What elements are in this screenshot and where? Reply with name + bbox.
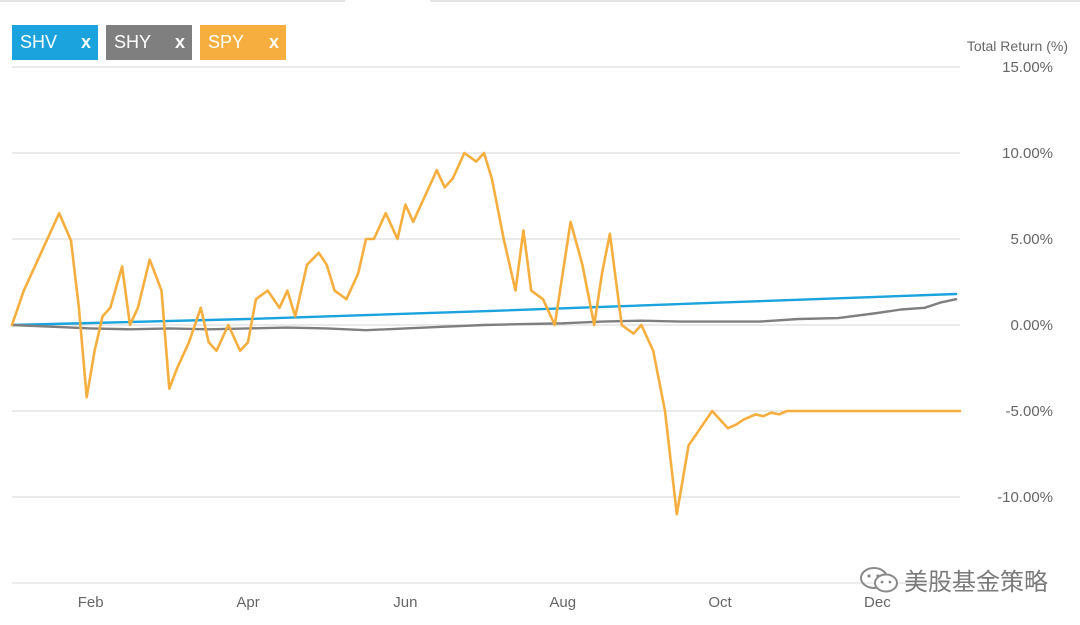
legend-chip-spy[interactable]: SPY x [200, 25, 286, 60]
x-tick-labels: Feb Apr Jun Aug Oct Dec [78, 594, 891, 611]
y-tick-label: -5.00% [1005, 403, 1053, 420]
y-tick-label: -10.00% [997, 489, 1053, 506]
remove-series-icon[interactable]: x [80, 32, 91, 52]
x-tick-label: Oct [708, 594, 732, 611]
watermark-text: 美股基金策略 [904, 568, 1048, 596]
series-legend: SHV x SHY x SPY x [12, 25, 286, 60]
x-tick-label: Apr [236, 594, 259, 611]
legend-chip-label: SHV [20, 32, 58, 52]
y-tick-label: 5.00% [1010, 231, 1053, 248]
wechat-icon [860, 566, 898, 592]
y-tick-labels: 15.00% 10.00% 5.00% 0.00% -5.00% -10.00% [997, 59, 1053, 506]
y-tick-label: 15.00% [1002, 59, 1053, 76]
gridlines [12, 66, 960, 498]
y-axis-title: Total Return (%) [966, 38, 1068, 54]
x-tick-label: Feb [78, 594, 104, 611]
x-tick-label: Dec [864, 594, 891, 611]
x-tick-label: Aug [549, 594, 576, 611]
legend-chip-label: SPY [208, 32, 245, 52]
y-tick-label: 10.00% [1002, 145, 1053, 162]
legend-chip-label: SHY [114, 32, 152, 52]
remove-series-icon[interactable]: x [268, 32, 279, 52]
wechat-watermark: 美股基金策略 [858, 562, 1048, 597]
series-line-shv [10, 292, 958, 327]
top-divider-left [0, 0, 345, 2]
series-line-shy [10, 298, 958, 332]
legend-chip-shv[interactable]: SHV x [12, 25, 98, 60]
y-tick-label: 0.00% [1010, 317, 1053, 334]
series-line-spy [10, 151, 962, 516]
remove-series-icon[interactable]: x [174, 32, 185, 52]
top-divider-right [430, 0, 1080, 2]
x-tick-label: Jun [393, 594, 417, 611]
legend-chip-shy[interactable]: SHY x [106, 25, 192, 60]
series-lines [10, 151, 962, 516]
